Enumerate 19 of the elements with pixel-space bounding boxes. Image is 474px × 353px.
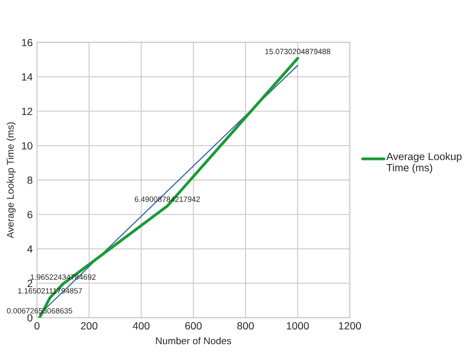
x-tick-label: 1200 (339, 322, 361, 330)
y-tick-label: 4 (27, 245, 32, 253)
y-tick-label: 0 (27, 314, 32, 322)
legend-label: Average Lookup Time (ms) (386, 152, 462, 174)
y-tick-label: 2 (28, 280, 32, 288)
y-tick-label: 12 (22, 108, 32, 115)
y-tick-label: 16 (22, 38, 32, 46)
y-tick-label: 14 (22, 73, 32, 81)
x-tick-label: 1000 (286, 322, 309, 330)
x-tick-label: 400 (132, 322, 150, 330)
x-tick-label: 600 (185, 322, 202, 330)
y-tick-label: 10 (22, 142, 32, 150)
x-axis-title: Number of Nodes (156, 337, 232, 344)
x-tick-label: 0 (34, 322, 40, 330)
x-tick-label: 200 (80, 322, 98, 330)
y-tick-label: 6 (28, 210, 32, 218)
x-tick-label: 800 (237, 322, 254, 330)
y-axis-title: Average Lookup Time (ms) (6, 122, 16, 238)
y-tick-label: 8 (27, 176, 32, 184)
